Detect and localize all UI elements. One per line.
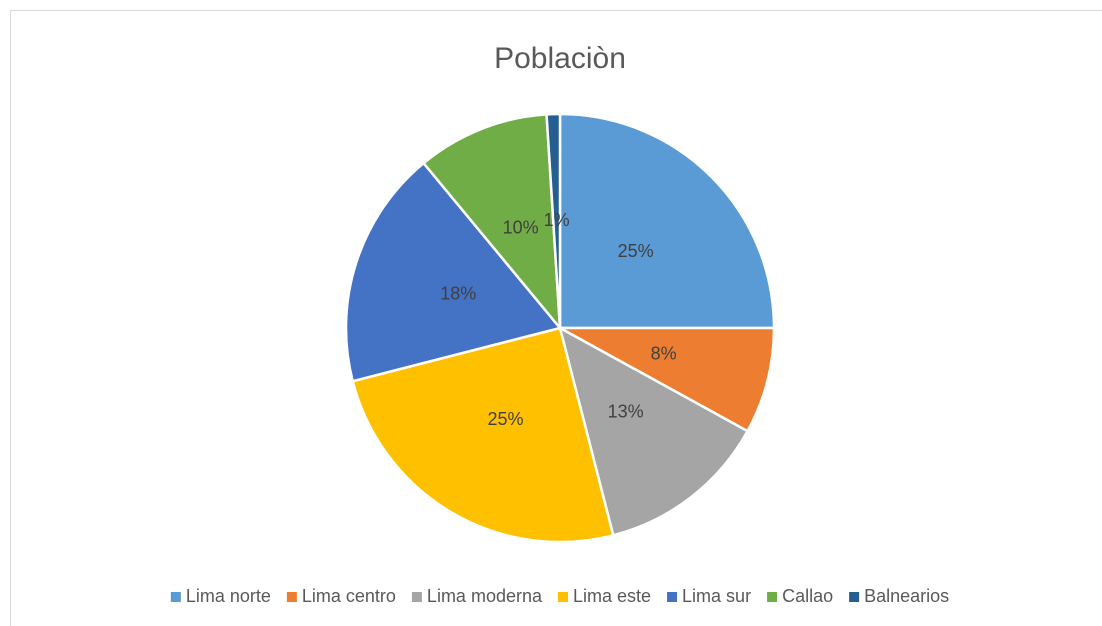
- data-label: 25%: [488, 409, 524, 429]
- legend-swatch: [286, 592, 297, 602]
- legend-label: Lima este: [573, 586, 651, 606]
- legend-swatch: [667, 592, 678, 602]
- chart-title: Poblaciòn: [494, 42, 626, 75]
- legend-swatch: [170, 592, 181, 602]
- legend-label: Callao: [782, 586, 833, 606]
- data-label: 10%: [503, 217, 539, 237]
- data-label: 8%: [651, 343, 677, 363]
- data-label: 18%: [440, 284, 476, 304]
- legend: Lima norte Lima centro Lima moderna Lima es…: [170, 586, 949, 606]
- data-label: 25%: [618, 241, 654, 261]
- data-label: 1%: [544, 210, 570, 230]
- pie-slice: [559, 326, 776, 433]
- data-label: 13%: [608, 401, 644, 421]
- legend-label: Lima norte: [186, 586, 271, 606]
- pie-slice: [344, 161, 563, 383]
- legend-swatch: [411, 592, 422, 602]
- legend-swatch: [557, 592, 568, 602]
- pie-slice: [558, 112, 776, 330]
- legend-swatch: [849, 592, 860, 602]
- legend-label: Balnearios: [864, 586, 949, 606]
- legend-label: Lima sur: [682, 586, 751, 606]
- legend-label: Lima centro: [302, 586, 396, 606]
- pie-slice: [545, 112, 562, 329]
- legend-swatch: [767, 592, 778, 602]
- pie-slice: [558, 325, 750, 537]
- pie-slice: [421, 113, 562, 332]
- pie-slice: [351, 326, 615, 544]
- legend-label: Lima moderna: [427, 586, 543, 606]
